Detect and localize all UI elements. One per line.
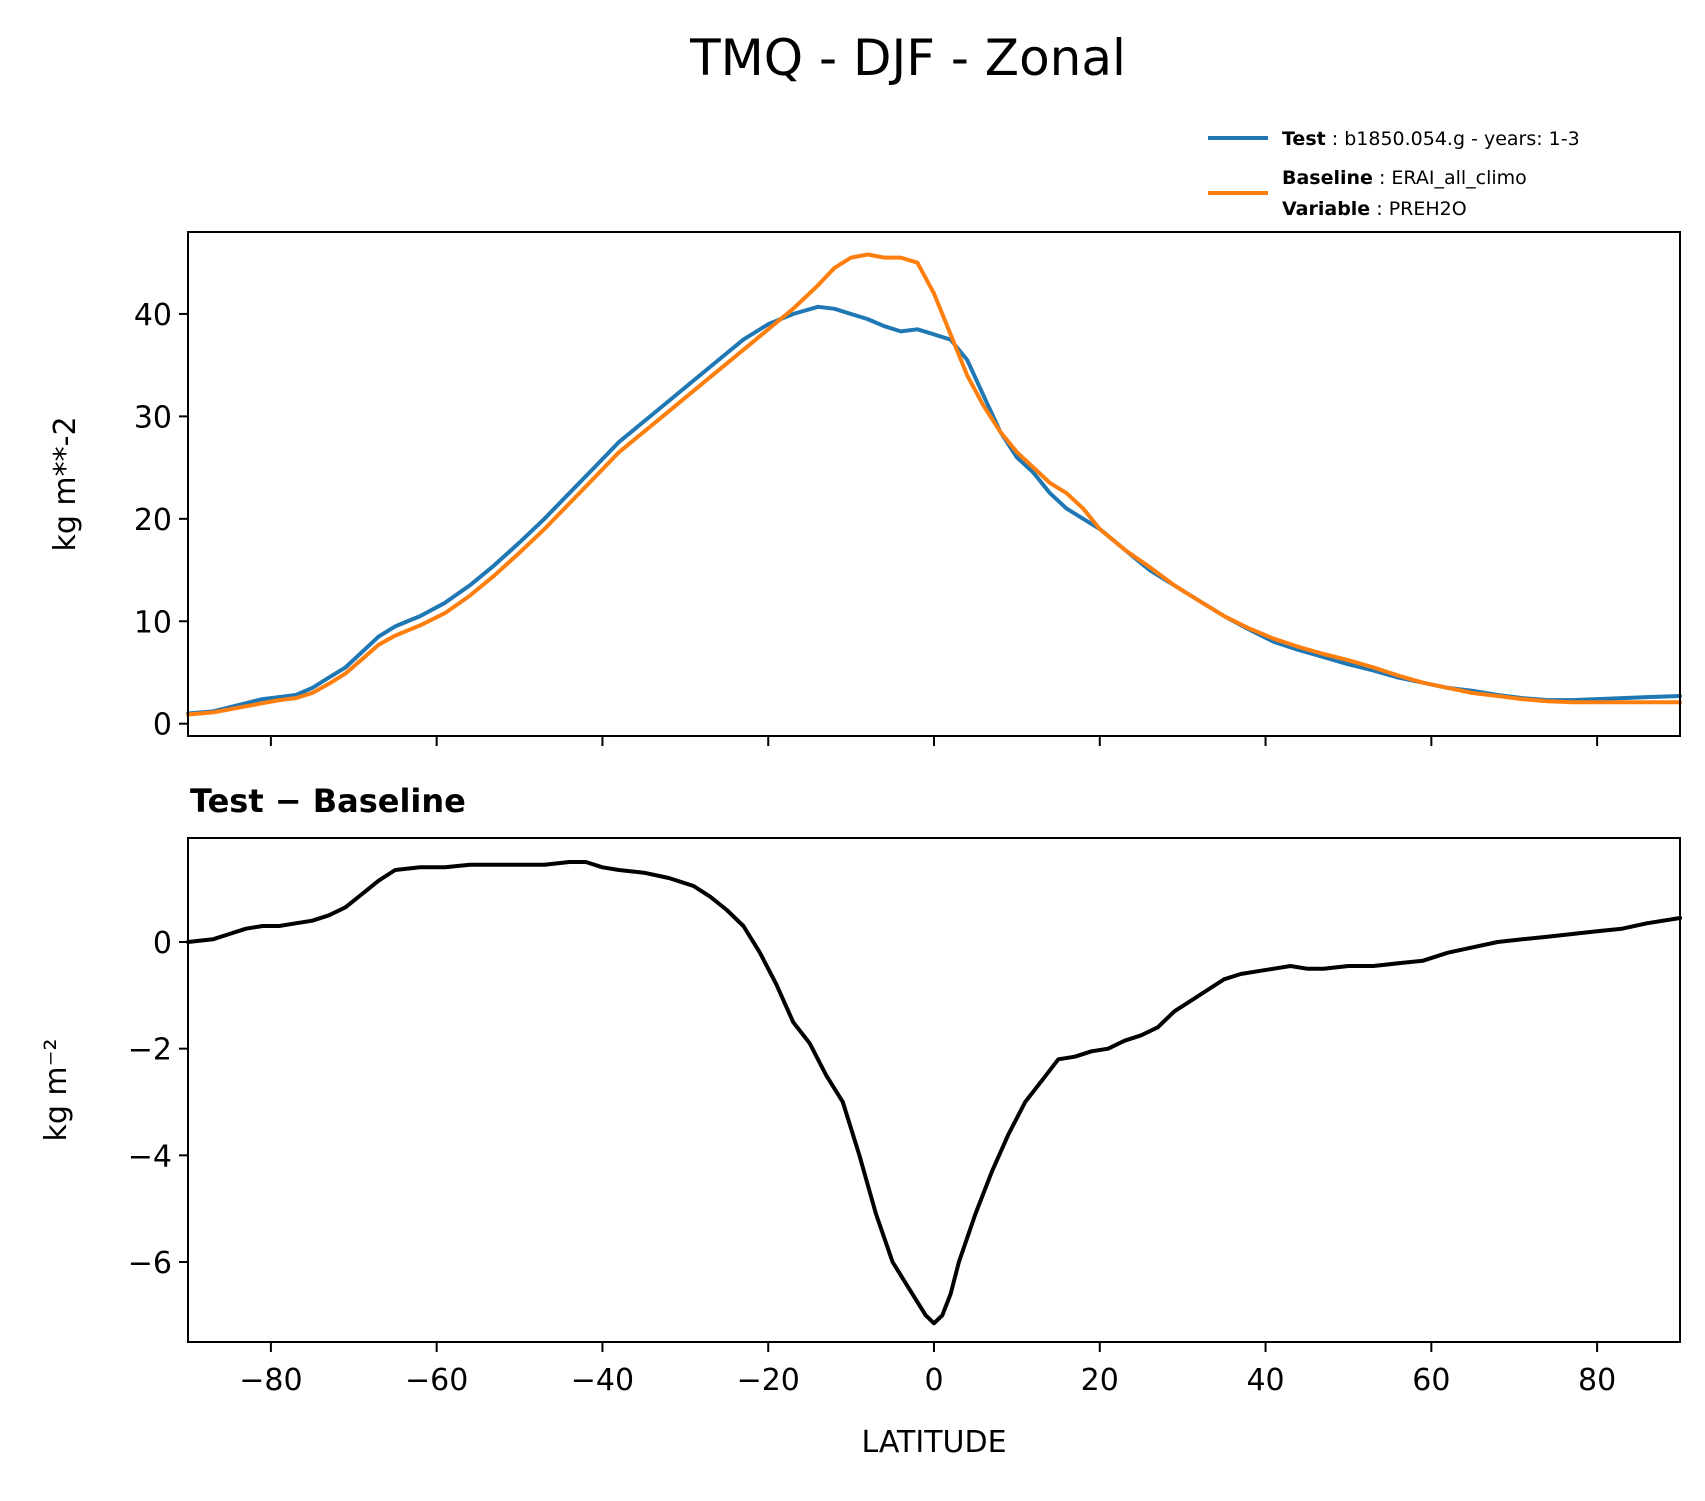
bottom-series-line-difference <box>186 860 1682 1326</box>
top-y-tick-label: 20 <box>134 503 172 538</box>
top-y-axis-label: kg m**-2 <box>48 416 83 551</box>
top-series-line-baseline <box>186 252 1682 717</box>
top-axes-frame <box>187 231 1681 737</box>
bottom-x-tick-label: −80 <box>239 1363 302 1398</box>
bottom-x-tick-label: 80 <box>1578 1363 1616 1398</box>
legend-baseline-key: Baseline <box>1282 167 1373 189</box>
legend-entry-baseline: Baseline : ERAI_all_climo <box>1282 167 1527 189</box>
bottom-series-group <box>186 860 1682 1326</box>
top-series-line-test <box>186 304 1682 716</box>
bottom-y-tick-label: −2 <box>128 1033 172 1068</box>
legend-variable-sep: : <box>1370 198 1388 220</box>
bottom-x-tick-label: 20 <box>1081 1363 1119 1398</box>
bottom-y-ticks: −6 −4 −2 0 <box>128 926 188 1281</box>
legend-variable-value: PREH2O <box>1389 198 1467 220</box>
bottom-x-tick-label: 60 <box>1412 1363 1450 1398</box>
bottom-x-axis-label: LATITUDE <box>861 1425 1006 1460</box>
legend-variable-key: Variable <box>1282 198 1370 220</box>
legend-baseline-value: ERAI_all_climo <box>1391 167 1526 189</box>
bottom-y-axis-label: kg m⁻² <box>39 1038 74 1141</box>
figure-title: TMQ - DJF - Zonal <box>689 29 1126 87</box>
bottom-x-tick-label: 0 <box>924 1363 943 1398</box>
top-y-tick-label: 30 <box>134 400 172 435</box>
top-y-tick-label: 0 <box>153 708 172 743</box>
top-series-group <box>186 252 1682 717</box>
legend-test-key: Test <box>1282 128 1326 150</box>
legend-test-sep: : <box>1326 128 1344 150</box>
bottom-panel: Test − Baseline −6−4−20 −80 −60 −40 −20 0 20 4… <box>39 782 1682 1460</box>
bottom-y-tick-label: −6 <box>128 1246 172 1281</box>
legend-test-value: b1850.054.g - years: 1-3 <box>1344 128 1580 150</box>
top-panel: 0 10 20 30 40 kg m**-2 <box>48 231 1682 746</box>
bottom-x-ticks: −80 −60 −40 −20 0 20 40 60 80 <box>239 1342 1616 1398</box>
bottom-panel-title: Test − Baseline <box>190 782 466 820</box>
bottom-y-tick-label: 0 <box>153 926 172 961</box>
bottom-x-tick-label: −60 <box>405 1363 468 1398</box>
legend-baseline-sep: : <box>1373 167 1391 189</box>
bottom-x-tick-label: −40 <box>571 1363 634 1398</box>
top-y-ticks: 0 10 20 30 40 <box>134 298 188 743</box>
top-y-tick-label: 10 <box>134 605 172 640</box>
bottom-x-tick-label: −20 <box>737 1363 800 1398</box>
bottom-y-tick-label: −4 <box>128 1139 172 1174</box>
bottom-axes-frame <box>187 837 1681 1343</box>
legend-entry-variable: Variable : PREH2O <box>1282 198 1467 220</box>
legend-entry-test: Test : b1850.054.g - years: 1-3 <box>1282 128 1580 150</box>
top-x-ticks <box>269 736 1599 746</box>
top-y-tick-label: 40 <box>134 298 172 333</box>
bottom-x-tick-label: 40 <box>1246 1363 1284 1398</box>
legend: Test : b1850.054.g - years: 1-3 Baseline… <box>1208 128 1580 220</box>
